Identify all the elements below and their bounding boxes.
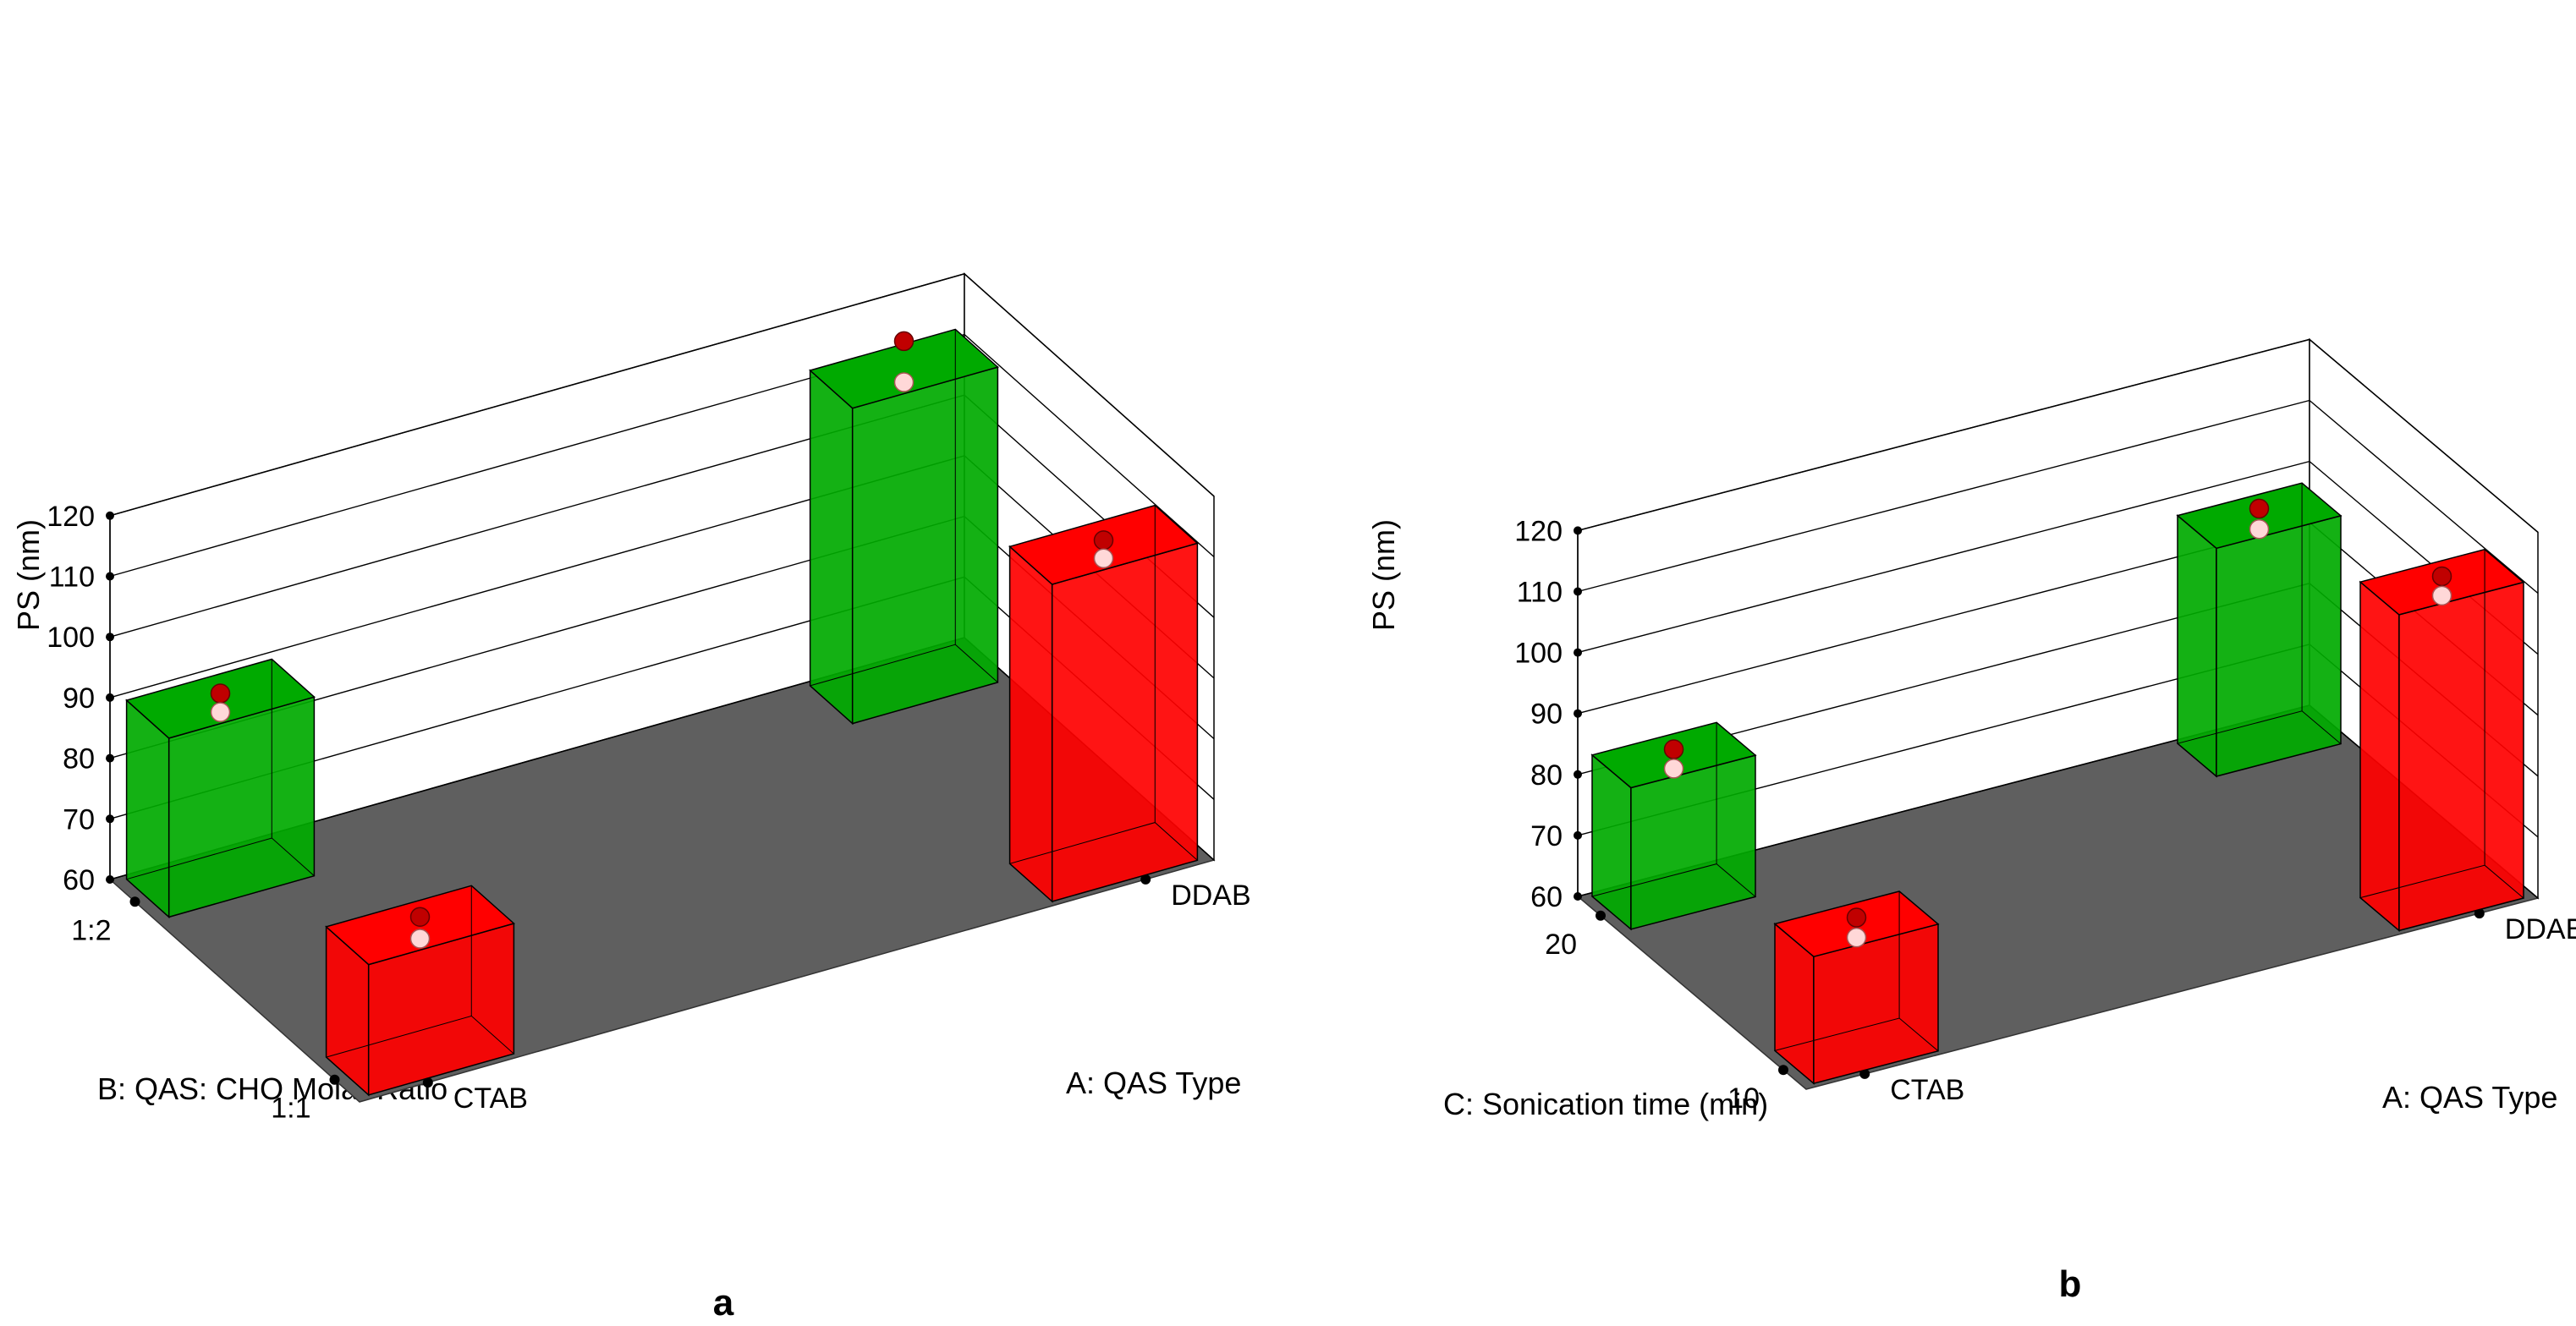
actual-point xyxy=(1846,907,1867,928)
bar-right-face xyxy=(851,366,999,725)
y-tick-label: 80 xyxy=(1530,759,1563,792)
predicted-point xyxy=(1093,548,1114,569)
y-tick-label: 100 xyxy=(47,622,95,654)
gridline xyxy=(109,273,1215,517)
bar-left-face xyxy=(2359,580,2400,933)
panel-b: PS (nm) C: Sonication time (min) A: QAS … xyxy=(1366,337,2576,1305)
predicted-point xyxy=(1846,927,1867,948)
bar-ddab-20 xyxy=(2176,482,2343,778)
z-tick-mark xyxy=(1596,910,1606,921)
actual-point xyxy=(2431,566,2452,587)
bar-base-outline xyxy=(325,1015,515,1096)
bar-base-outline xyxy=(2359,864,2525,931)
bar-left-face xyxy=(1008,545,1053,903)
z-tick-label: 10 xyxy=(1727,1082,1760,1115)
actual-point xyxy=(210,683,231,704)
y-axis-title: PS (nm) xyxy=(11,519,46,631)
z-axis-title: C: Sonication time (min) xyxy=(1443,1087,1768,1121)
bar-left-face xyxy=(2177,513,2217,778)
z-tick-label: 20 xyxy=(1545,929,1577,961)
bar-base-outline xyxy=(2176,710,2343,777)
bar-ddab-12 xyxy=(809,328,999,726)
actual-point xyxy=(2249,498,2270,519)
y-tick-label: 120 xyxy=(47,501,95,533)
z-tick-label: 1:1 xyxy=(271,1093,310,1125)
x-tick-label: DDAB xyxy=(2505,913,2576,945)
z-tick-label: 1:2 xyxy=(71,914,111,946)
gridline xyxy=(1577,338,2539,533)
y-tick-label: 90 xyxy=(63,682,95,715)
y-tick-label: 60 xyxy=(1530,881,1563,913)
y-tick-label: 110 xyxy=(49,562,95,594)
z-tick-mark xyxy=(1778,1065,1788,1076)
bar-base-outline xyxy=(1773,1017,1940,1084)
x-tick-label: CTAB xyxy=(1890,1074,1964,1106)
bar-ctab-11 xyxy=(325,885,515,1097)
predicted-point xyxy=(893,372,915,392)
actual-point xyxy=(893,331,915,352)
y-axis-title: PS (nm) xyxy=(1366,519,1401,631)
actual-point xyxy=(409,907,431,927)
bar-base-outline xyxy=(1590,863,1757,930)
x-tick-mark xyxy=(1140,874,1151,885)
bar-ddab-11 xyxy=(1008,504,1199,903)
z-tick-mark xyxy=(329,1074,340,1085)
y-tick-label: 120 xyxy=(1514,515,1563,547)
y-tick-label: 80 xyxy=(63,743,95,775)
predicted-point xyxy=(2431,585,2452,606)
bar-ctab-10 xyxy=(1773,890,1940,1085)
predicted-point xyxy=(1663,759,1684,779)
predicted-point xyxy=(409,929,431,949)
gridline xyxy=(1577,399,2539,595)
x-axis-title: A: QAS Type xyxy=(2382,1080,2557,1115)
bar-base-outline xyxy=(1008,822,1199,902)
actual-point xyxy=(1663,739,1684,759)
y-tick-label: 110 xyxy=(1517,577,1563,609)
panel-label: a xyxy=(713,1282,734,1323)
y-tick-label: 60 xyxy=(63,864,95,896)
bar-right-face xyxy=(1051,542,1199,902)
bar-base-outline xyxy=(125,837,316,918)
bar-right-face xyxy=(2216,514,2342,777)
y-tick-label: 70 xyxy=(63,803,95,836)
bar-right-face xyxy=(2398,581,2524,932)
x-axis-title: A: QAS Type xyxy=(1066,1066,1241,1100)
bar-left-face xyxy=(809,369,854,726)
x-tick-label: DDAB xyxy=(1171,879,1250,912)
bar-base-outline xyxy=(809,644,999,725)
y-tick-label: 70 xyxy=(1530,820,1563,852)
panel-a: PS (nm) B: QAS: CHO Molar Ratio A: QAS T… xyxy=(11,272,1251,1323)
panel-label: b xyxy=(2059,1263,2082,1305)
bar-ctab-20 xyxy=(1590,721,1757,931)
bar-ddab-10 xyxy=(2359,548,2525,933)
x-tick-label: CTAB xyxy=(453,1082,528,1115)
x-tick-mark xyxy=(422,1077,433,1088)
y-tick-label: 100 xyxy=(1514,638,1563,670)
predicted-point xyxy=(210,702,231,722)
y-tick-label: 90 xyxy=(1530,699,1563,731)
predicted-point xyxy=(2249,518,2270,540)
z-tick-mark xyxy=(129,896,140,907)
gridline xyxy=(109,333,1215,578)
bar-ctab-12 xyxy=(125,658,316,919)
actual-point xyxy=(1093,530,1114,551)
